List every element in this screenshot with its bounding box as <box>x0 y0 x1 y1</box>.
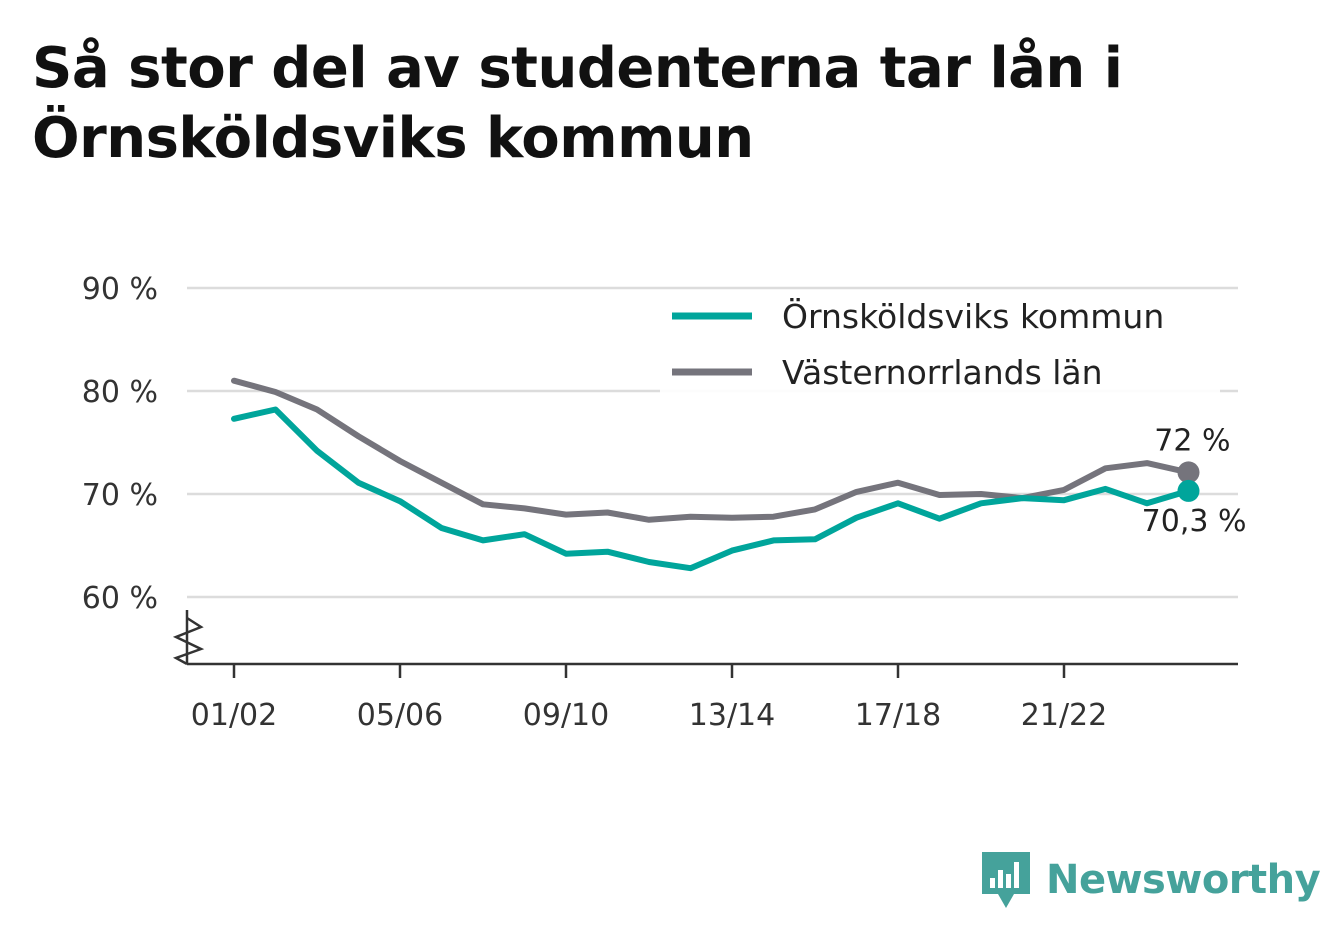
brand-logo: Newsworthy <box>980 850 1321 910</box>
axis-break-mark <box>172 616 205 666</box>
legend-label: Västernorrlands län <box>782 353 1103 392</box>
series-end-point <box>1177 479 1200 502</box>
series-end-point <box>1177 461 1200 484</box>
x-tick-label: 09/10 <box>523 698 609 733</box>
y-tick-label: 70 % <box>82 478 158 513</box>
newsworthy-logo-icon <box>982 852 1030 908</box>
y-axis-tick-labels: 60 % 70 % 80 % 90 % <box>82 272 158 616</box>
x-tick-label: 01/02 <box>191 698 277 733</box>
end-label-vasternorrland: 72 % <box>1154 423 1230 458</box>
chart-title: Så stor del av studenterna tar lån i Örn… <box>32 36 1123 171</box>
legend-label: Örnsköldsviks kommun <box>782 296 1164 336</box>
series-line <box>231 406 1192 572</box>
x-tick-label: 17/18 <box>855 698 941 733</box>
end-label-ornskoldsvik: 70,3 % <box>1142 504 1247 539</box>
x-axis-ticks: 01/02 05/06 09/10 13/14 17/18 21/22 <box>191 664 1107 733</box>
y-tick-label: 90 % <box>82 272 158 307</box>
brand-name: Newsworthy <box>1046 857 1321 903</box>
x-tick-label: 05/06 <box>357 698 443 733</box>
axes <box>172 610 1238 666</box>
y-tick-label: 60 % <box>82 581 158 616</box>
legend-background <box>660 290 1220 394</box>
x-tick-label: 13/14 <box>689 698 775 733</box>
legend: Örnsköldsviks kommun Västernorrlands län <box>660 290 1220 394</box>
end-labels: 72 % 70,3 % <box>1142 423 1247 539</box>
x-tick-label: 21/22 <box>1021 698 1107 733</box>
series-lines <box>231 377 1200 572</box>
y-tick-label: 80 % <box>82 375 158 410</box>
